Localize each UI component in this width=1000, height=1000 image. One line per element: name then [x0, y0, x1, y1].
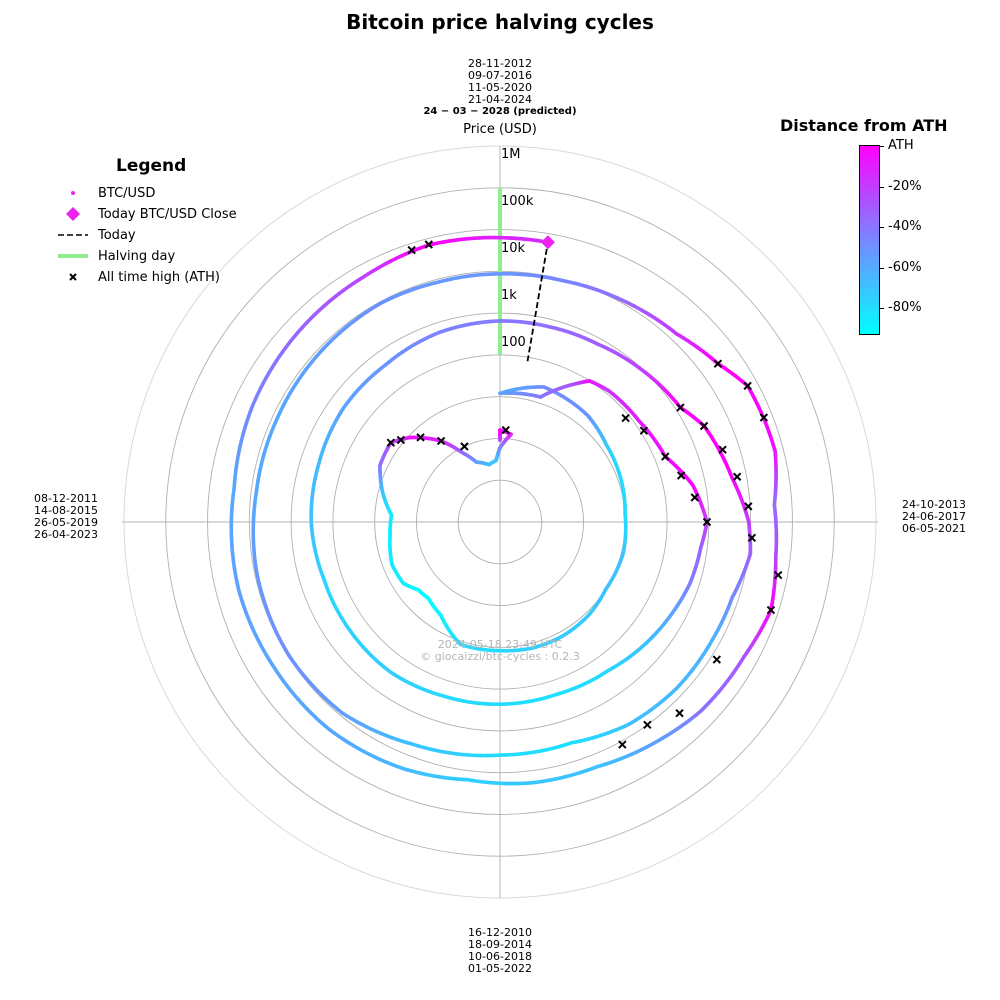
- ath-marker: [618, 740, 627, 749]
- colorbar-tick-label: -40%: [888, 219, 922, 234]
- legend-item-halving-day: Halving day: [58, 247, 175, 265]
- ath-marker: [732, 472, 742, 481]
- today-marker: [526, 235, 555, 362]
- date-label: 01-05-2022: [468, 962, 532, 975]
- green-line-icon: [58, 247, 88, 265]
- date-label: 08-12-2011: [34, 492, 98, 505]
- ath-marker: [436, 436, 446, 446]
- date-label: 09-07-2016: [468, 69, 532, 82]
- date-label: 28-11-2012: [468, 57, 532, 70]
- today-close-diamond: [540, 235, 555, 250]
- date-labels-bottom: 16-12-2010 18-09-2014 10-06-2018 01-05-2…: [450, 927, 550, 975]
- radial-tick-label: 100k: [501, 194, 534, 209]
- ath-marker: [396, 435, 406, 445]
- date-labels-top: 28-11-2012 09-07-2016 11-05-2020 21-04-2…: [420, 58, 580, 118]
- date-label: 26-04-2023: [34, 528, 98, 541]
- ath-marker: [759, 413, 769, 422]
- ath-marker: [676, 471, 686, 480]
- legend-item-label: All time high (ATH): [98, 269, 220, 285]
- ath-marker: [501, 425, 510, 435]
- date-label: 18-09-2014: [468, 938, 532, 951]
- date-labels-left: 08-12-2011 14-08-2015 26-05-2019 26-04-2…: [30, 493, 102, 541]
- colorbar-tick: [879, 146, 884, 147]
- radial-tick-label: 100: [501, 335, 526, 350]
- date-label: 10-06-2018: [468, 950, 532, 963]
- ath-marker: [766, 605, 776, 615]
- colorbar-tick: [879, 227, 884, 228]
- date-label: 06-05-2021: [902, 522, 966, 535]
- colorbar: [859, 145, 880, 335]
- date-labels-right: 24-10-2013 24-06-2017 06-05-2021: [898, 499, 970, 535]
- ath-marker: [424, 240, 433, 249]
- legend-item-today: Today: [58, 226, 136, 244]
- cycle-5: [498, 235, 550, 245]
- date-label: 26-05-2019: [34, 516, 98, 529]
- radial-axis-label: Price (USD): [463, 122, 537, 137]
- ath-marker: [743, 381, 752, 391]
- watermark: 2024-05-18 23:49 UTC © giocaizzi/btc-cyc…: [400, 639, 600, 663]
- dashed-line-icon: [58, 226, 88, 244]
- diamond-marker-icon: [58, 205, 88, 223]
- watermark-credit: © giocaizzi/btc-cycles : 0.2.3: [420, 650, 580, 663]
- ath-markers: [386, 240, 783, 749]
- btc-usd-series: [229, 235, 779, 786]
- ath-marker: [676, 403, 685, 412]
- colorbar-title: Distance from ATH: [780, 116, 948, 135]
- legend-item-ath: All time high (ATH): [58, 268, 220, 286]
- chart-title: Bitcoin price halving cycles: [346, 10, 654, 34]
- ath-marker: [712, 655, 722, 664]
- ath-marker: [718, 445, 727, 454]
- colorbar-tick-label: ATH: [888, 138, 914, 153]
- ath-marker: [639, 426, 649, 435]
- date-label-predicted: 24 − 03 − 2028 (predicted): [423, 106, 577, 117]
- x-marker-icon: [58, 268, 88, 286]
- date-label: 24-10-2013: [902, 498, 966, 511]
- legend-item-label: BTC/USD: [98, 185, 156, 201]
- colorbar-tick-label: -80%: [888, 300, 922, 315]
- ath-marker: [747, 533, 757, 543]
- legend-item-label: Halving day: [98, 248, 176, 264]
- date-label: 11-05-2020: [468, 81, 532, 94]
- ath-marker: [386, 438, 396, 447]
- ath-marker: [702, 517, 712, 527]
- ath-marker: [773, 570, 783, 580]
- ath-marker: [407, 245, 416, 255]
- date-label: 14-08-2015: [34, 504, 98, 517]
- radial-tick-label: 1M: [501, 147, 521, 162]
- today-line: [526, 242, 549, 362]
- ath-marker: [643, 720, 652, 730]
- date-label: 16-12-2010: [468, 926, 532, 939]
- legend-item-label: Today: [98, 227, 136, 243]
- ath-marker: [699, 421, 709, 431]
- colorbar-tick: [879, 268, 884, 269]
- legend-title: Legend: [116, 156, 187, 176]
- legend-item-btc-usd: BTC/USD: [58, 184, 155, 202]
- colorbar-tick-label: -60%: [888, 260, 922, 275]
- radial-tick-label: 1k: [501, 288, 517, 303]
- ath-marker: [460, 442, 469, 451]
- ath-marker: [744, 502, 753, 511]
- legend-item-label: Today BTC/USD Close: [98, 206, 237, 222]
- radial-tick-label: 10k: [501, 241, 526, 256]
- ath-marker: [713, 359, 723, 368]
- colorbar-tick: [879, 308, 884, 309]
- ath-marker: [621, 413, 630, 423]
- legend-item-today-close: Today BTC/USD Close: [58, 205, 237, 223]
- ath-marker: [661, 452, 670, 461]
- date-label: 24-06-2017: [902, 510, 966, 523]
- ath-marker: [675, 709, 684, 718]
- colorbar-tick-label: -20%: [888, 179, 922, 194]
- dot-marker-icon: [58, 184, 88, 202]
- ath-marker: [690, 493, 699, 502]
- ath-marker: [416, 433, 425, 442]
- polar-grid: [122, 145, 878, 899]
- colorbar-tick: [879, 187, 884, 188]
- watermark-timestamp: 2024-05-18 23:49 UTC: [437, 638, 563, 651]
- date-label: 21-04-2024: [468, 93, 532, 106]
